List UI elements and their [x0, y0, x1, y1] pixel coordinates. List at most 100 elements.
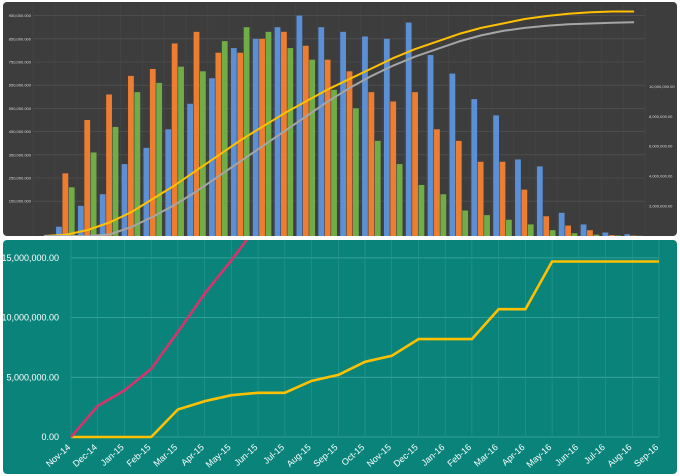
bottom-x-tick-label: May-16 — [524, 442, 553, 470]
top-bar — [383, 38, 390, 236]
bottom-x-tick-label: Nov-14 — [44, 442, 72, 469]
top-bar — [412, 92, 418, 236]
top-bar — [396, 164, 403, 236]
top-bar — [265, 31, 272, 236]
top-bar — [374, 140, 381, 236]
bottom-chart-svg: 0.00 5,000,000.00 10,000,000.00 15,000,000.… — [3, 240, 660, 470]
top-bar — [418, 184, 425, 236]
top-bar — [624, 234, 631, 236]
bottom-x-tick-label: Apr-15 — [179, 442, 206, 468]
top-bar — [571, 233, 578, 236]
top-y-tick-label: 650,000.000 — [9, 83, 32, 88]
top-y2-tick-label: 8,000,000.00 — [649, 114, 673, 119]
top-chart-svg: 150,000.000 250,000.000 350,000.000 450,000… — [9, 4, 675, 236]
top-y-tick-label: 750,000.000 — [9, 60, 32, 65]
bottom-x-tick-label: May-15 — [204, 442, 233, 470]
bottom-x-tick-label: Oct-15 — [340, 442, 367, 468]
bottom-y-tick-label: 0.00 — [41, 432, 59, 442]
bottom-x-tick-label: Mar-15 — [151, 442, 179, 469]
top-bar — [156, 82, 163, 236]
bottom-x-tick-label: Jun-15 — [232, 442, 259, 468]
bottom-series-line-yellow — [71, 260, 659, 439]
top-bar — [405, 22, 412, 236]
top-y-tick-label: 550,000.000 — [9, 106, 32, 111]
top-bar — [171, 43, 178, 236]
bottom-x-tick-label: Sep-15 — [311, 442, 339, 469]
top-bar — [77, 205, 84, 236]
top-bar — [309, 59, 316, 236]
top-bar — [134, 92, 141, 236]
top-bar — [362, 36, 368, 236]
top-bar — [56, 226, 62, 236]
top-bar — [165, 129, 172, 236]
top-bar — [434, 129, 440, 236]
bottom-series-line-red — [70, 240, 249, 438]
top-y-tick-label: 350,000.000 — [9, 152, 32, 157]
top-bar — [209, 78, 215, 236]
top-bar — [353, 108, 359, 236]
top-bar — [543, 216, 550, 236]
top-bar — [499, 161, 506, 236]
top-bar — [427, 55, 434, 236]
top-bar — [221, 41, 228, 236]
bottom-x-tick-label: Dec-15 — [392, 442, 420, 469]
top-bar — [215, 52, 222, 236]
top-bar — [506, 219, 512, 236]
top-bar — [390, 101, 397, 236]
top-bar — [287, 48, 294, 236]
top-y2-tick-label: 4,000,000.00 — [649, 174, 673, 179]
top-y-tick-label: 250,000.000 — [9, 176, 32, 181]
top-bar — [62, 173, 69, 236]
top-chart-panel: 150,000.000 250,000.000 350,000.000 450,000… — [3, 2, 677, 236]
top-bar — [493, 115, 499, 236]
bottom-x-tick-label: Nov-15 — [365, 442, 393, 469]
top-y2-tick-label: 6,000,000.00 — [649, 144, 673, 149]
top-bar — [462, 210, 469, 236]
bottom-x-tick-label: Feb-15 — [125, 442, 153, 469]
top-bar — [558, 212, 565, 236]
top-bar — [237, 52, 244, 236]
bottom-x-tick-label: Dec-14 — [71, 442, 99, 469]
top-bar — [68, 187, 75, 236]
bottom-x-tick-label: Feb-16 — [445, 442, 473, 469]
top-bar — [84, 120, 91, 236]
bottom-x-tick-label: Aug-15 — [285, 442, 313, 469]
top-y-tick-label: 150,000.000 — [9, 199, 32, 204]
bottom-chart-panel: 0.00 5,000,000.00 10,000,000.00 15,000,000.… — [3, 240, 677, 474]
top-bar — [608, 235, 615, 236]
bottom-x-tick-label: Jan-15 — [99, 442, 126, 468]
top-bar — [112, 126, 119, 236]
top-bar — [484, 215, 490, 236]
top-bar — [106, 94, 112, 236]
top-bar — [346, 71, 353, 236]
bottom-x-tick-label: Jan-16 — [419, 442, 446, 468]
top-cumulative-line — [43, 10, 635, 236]
top-bar — [449, 73, 456, 236]
bottom-y-tick-label: 10,000,000.00 — [3, 313, 59, 323]
top-y2-tick-label: 10,000,000.00 — [649, 84, 675, 89]
top-bar — [477, 161, 484, 236]
top-bar — [99, 194, 106, 236]
top-bar — [440, 194, 447, 236]
top-bar — [521, 189, 528, 236]
top-bar — [302, 45, 309, 236]
top-bar — [580, 224, 587, 236]
bottom-x-tick-label: Jul-15 — [261, 442, 286, 466]
bottom-x-tick-label: Jun-16 — [553, 442, 580, 468]
top-bar — [602, 232, 609, 236]
top-bar — [230, 48, 237, 236]
top-bar — [536, 166, 543, 236]
bottom-x-tick-label: Mar-16 — [472, 442, 500, 469]
bottom-x-tick-label: Sep-16 — [632, 442, 660, 469]
bottom-x-tick-label: Aug-16 — [605, 442, 633, 469]
top-y-tick-label: 950,000.000 — [9, 13, 32, 18]
top-bar — [331, 89, 337, 236]
top-bar — [281, 31, 287, 236]
top-bar — [515, 159, 521, 236]
top-bar — [149, 68, 156, 236]
top-bar — [587, 230, 593, 236]
top-bar — [252, 38, 259, 236]
top-bar — [549, 230, 556, 236]
top-cumulative-line — [43, 21, 635, 236]
